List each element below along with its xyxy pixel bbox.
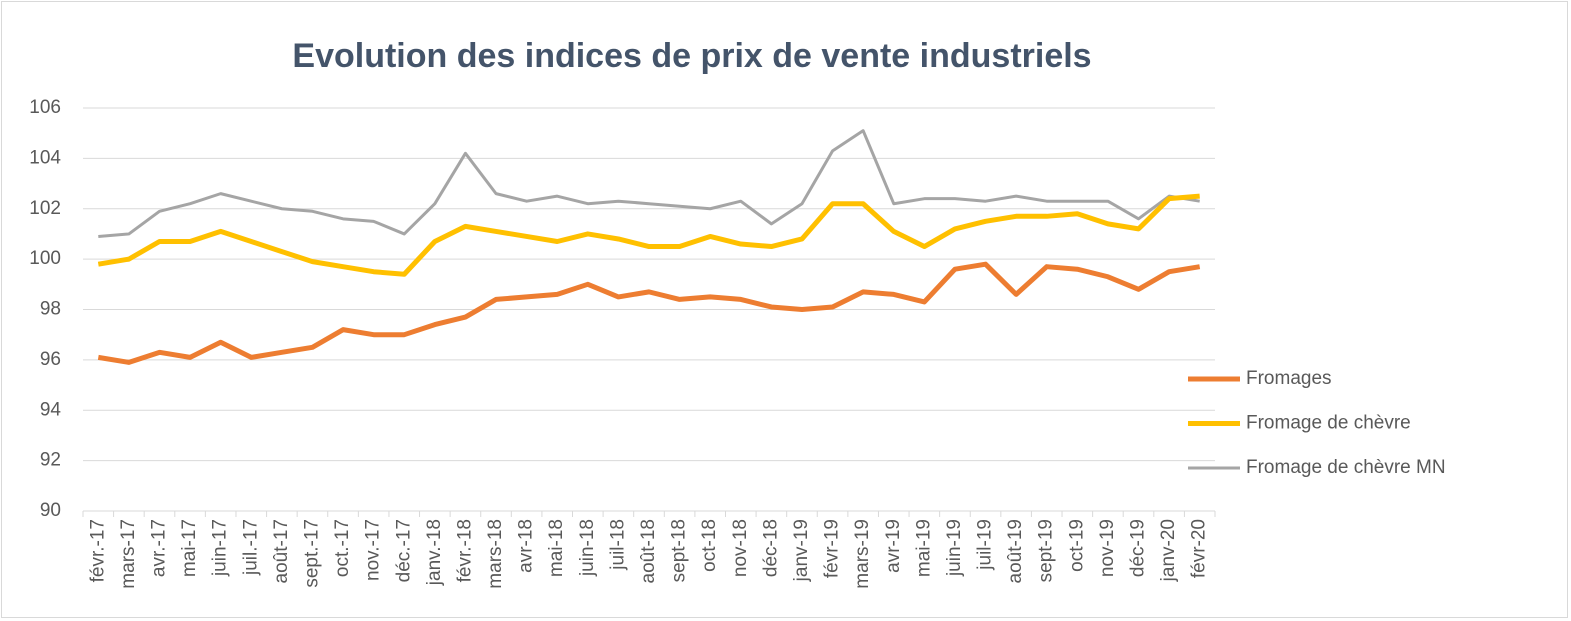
x-tick-label: oct-18	[699, 519, 720, 572]
x-tick-label: févr-20	[1189, 519, 1210, 578]
y-tick-label: 90	[40, 500, 61, 521]
x-tick-label: juin-19	[944, 519, 965, 577]
y-tick-label: 106	[29, 97, 61, 118]
x-tick-label: janv.-18	[424, 519, 445, 586]
y-tick-label: 92	[40, 450, 61, 471]
x-tick-label: juin-18	[577, 519, 598, 577]
x-tick-label: avr-19	[883, 519, 904, 573]
x-tick-label: févr.-17	[87, 519, 108, 582]
chart-title: Evolution des indices de prix de vente i…	[292, 37, 1091, 75]
x-tick-label: juil-18	[607, 519, 628, 571]
series-line	[97, 261, 1201, 365]
x-tick-label: oct-19	[1066, 519, 1087, 572]
series-line	[97, 193, 1200, 277]
x-tick-label: sept-18	[669, 519, 690, 582]
y-tick-label: 100	[29, 248, 61, 269]
x-tick-label: déc-19	[1128, 519, 1149, 577]
y-tick-label: 104	[29, 147, 61, 168]
x-tick-label: août-19	[1005, 519, 1026, 583]
legend-label: Fromage de chèvre MN	[1246, 457, 1446, 478]
x-tick-label: nov-19	[1097, 519, 1118, 577]
x-tick-label: mai-17	[179, 519, 200, 577]
x-tick-label: nov.-17	[363, 519, 384, 581]
x-tick-label: avr.-17	[149, 519, 170, 577]
y-tick-label: 102	[29, 198, 61, 219]
x-tick-label: janv-19	[791, 519, 812, 582]
legend-label: Fromages	[1246, 368, 1332, 389]
x-tick-label: déc-18	[760, 519, 781, 577]
x-tick-label: févr-19	[822, 519, 843, 578]
x-tick-label: sept.-17	[301, 519, 322, 588]
x-tick-label: févr.-18	[454, 519, 475, 582]
x-tick-label: juil-19	[975, 519, 996, 571]
x-tick-label: juin-17	[210, 519, 231, 577]
x-tick-label: août-18	[638, 519, 659, 583]
x-tick-label: août-17	[271, 519, 292, 583]
series-line	[98, 129, 1200, 238]
y-tick-label: 96	[40, 349, 61, 370]
x-tick-label: mai-18	[546, 519, 567, 577]
x-tick-label: juil.-17	[240, 519, 261, 576]
y-tick-label: 98	[40, 299, 61, 320]
x-tick-label: mars-19	[852, 519, 873, 589]
x-tick-label: mars-18	[485, 519, 506, 589]
x-tick-label: déc.-17	[393, 519, 414, 582]
x-tick-label: oct.-17	[332, 519, 353, 577]
legend-label: Fromage de chèvre	[1246, 413, 1411, 434]
x-tick-label: mars-17	[118, 519, 139, 589]
y-tick-label: 94	[40, 399, 62, 420]
x-tick-label: sept-19	[1036, 519, 1057, 582]
x-tick-label: janv-20	[1158, 519, 1179, 582]
x-tick-label: nov-18	[730, 519, 751, 577]
x-tick-label: avr-18	[516, 519, 537, 573]
x-tick-label: mai-19	[913, 519, 934, 577]
